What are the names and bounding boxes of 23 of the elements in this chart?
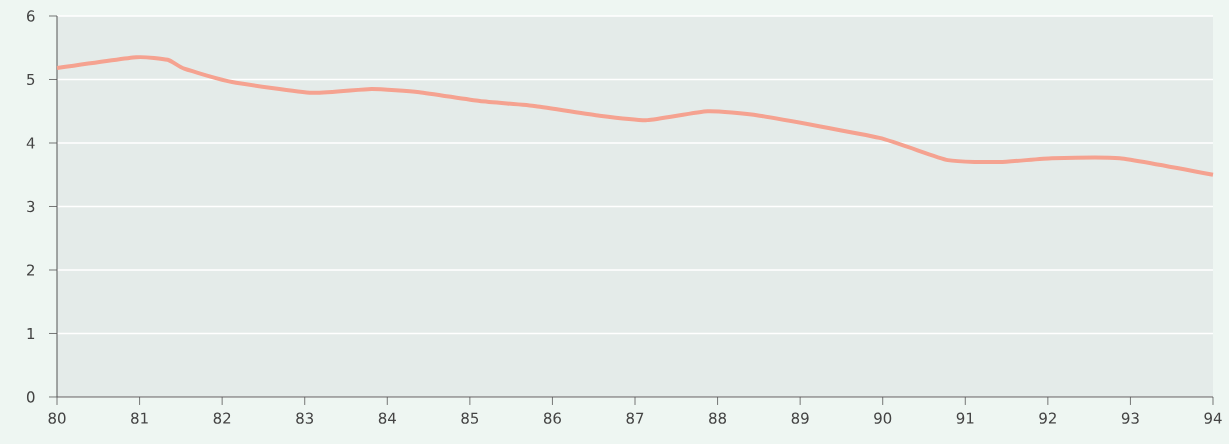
x-tick-label: 86: [543, 412, 561, 424]
x-tick-label: 83: [296, 412, 314, 424]
x-tick-label: 87: [626, 412, 644, 424]
y-tick-label: 0: [26, 391, 35, 403]
y-tick-label: 2: [27, 264, 34, 276]
x-tick-label: 94: [1204, 412, 1222, 424]
y-tick-label: 5: [27, 73, 35, 86]
y-tick-label: 3: [27, 200, 35, 213]
x-tick-label: 82: [213, 412, 231, 424]
y-tick-label: 1: [27, 328, 35, 339]
y-tick-label: 4: [26, 137, 35, 149]
x-tick-label: 85: [461, 412, 479, 424]
x-tick-label: 80: [48, 412, 66, 424]
x-tick-label: 84: [378, 412, 396, 424]
x-tick-label: 89: [791, 412, 809, 424]
x-tick-label: 81: [131, 412, 148, 424]
x-tick-label: 92: [1039, 412, 1056, 424]
y-tick-label: 6: [27, 10, 35, 22]
x-tick-label: 91: [956, 412, 974, 424]
line-series: [55, 55, 1215, 177]
x-tick-label: 88: [709, 412, 727, 424]
x-tick-label: 90: [874, 412, 892, 424]
x-tick-label: 93: [1121, 412, 1139, 424]
